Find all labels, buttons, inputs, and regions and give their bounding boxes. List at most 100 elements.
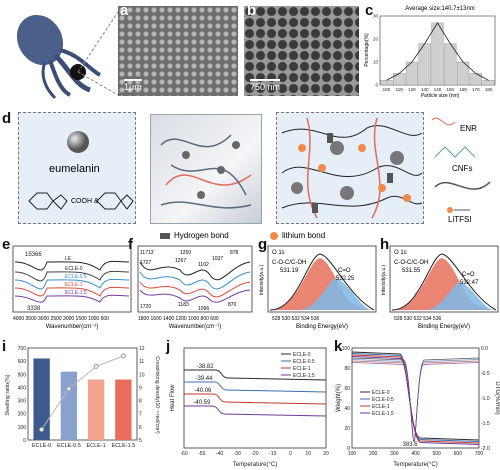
panel-label-k: k	[334, 338, 343, 355]
chart-i-frame	[27, 347, 138, 441]
dsc-chart-j: -38.82 ECLE-0 -39.44 ECLE-0.5 -40.06 ECLE-1 -4…	[170, 347, 329, 468]
xps-chart-h: O 1s C-O-C/C-OH 531.55 C=O 532.47 Intens…	[381, 245, 499, 330]
xtick-k-100: 100	[348, 451, 357, 457]
xtick-c-170: 170	[472, 87, 480, 92]
tg-label-j-2: -40.06	[194, 388, 212, 394]
panel-label-a: a	[120, 2, 129, 19]
litfsi-label: LiTFSI	[448, 215, 472, 224]
series-e-1: ECLE-0	[65, 266, 83, 272]
tg-label-j-0: -38.82	[197, 364, 215, 370]
peak-f-6: 1037	[212, 256, 223, 262]
bar-i-ECLE-0	[33, 358, 50, 440]
ytick-right-i-6: 6	[139, 425, 142, 431]
ytick-right-k--2.0: -2.0	[481, 446, 490, 452]
bar-c-140	[431, 22, 444, 86]
enr-label: ENR	[460, 124, 477, 133]
legend-j-ECLE-1: ECLE-1	[293, 366, 311, 372]
xtick-j--60: -60	[180, 451, 187, 457]
chart-k-frame	[351, 347, 480, 449]
bar-c-110	[393, 73, 406, 86]
peak-f-1: 1727	[140, 260, 151, 266]
bar-c-180	[482, 80, 495, 86]
legend-k-ECLE-1.5: ECLE-1.5	[372, 411, 394, 417]
panel-label-c: c	[365, 2, 374, 19]
legend-k-ECLE-0: ECLE-0	[372, 390, 390, 396]
panel-label-d: d	[2, 110, 12, 127]
ytick-k-60: 60	[344, 386, 350, 392]
series-e-4: ECLE-1.5	[65, 290, 87, 296]
ytick-i-700: 700	[18, 346, 27, 352]
bar-c-100	[380, 80, 393, 86]
ytick-right-k--0.5: -0.5	[481, 371, 490, 377]
ytick-k-100: 100	[342, 346, 351, 352]
ytick-right-k-0.0: 0.0	[481, 346, 488, 352]
xtick-k-400: 400	[411, 451, 420, 457]
dsc-curve-ECLE-0	[184, 369, 327, 381]
crosslink-point-i-3	[120, 353, 126, 359]
xtick-j-10: 10	[305, 451, 311, 457]
series-e-0: LE	[65, 256, 72, 262]
peak1v-g: 531.19	[280, 268, 299, 274]
peak-e-1: 15366	[25, 252, 42, 258]
xtick-j-20: 20	[323, 451, 329, 457]
xps-chart-g: O 1s C-O-C/C-OH 531.19 C=O 532.25 Intens…	[259, 245, 377, 330]
octopus-illustration	[16, 11, 119, 100]
dtg-curve-ECLE-1.5	[351, 362, 480, 443]
xtick-k-200: 200	[369, 451, 378, 457]
chart-c-title: Average size:140.7±13nm	[405, 6, 475, 12]
xtick-i-ECLE-1.5: ECLE-1.5	[111, 443, 135, 449]
eumelanin-box: eumelanin COOH &	[18, 112, 136, 224]
ylabel-i: Swelling ratio(%)	[5, 374, 11, 415]
xlabel-h: Binding Energy(eV)	[418, 324, 470, 330]
peak2-h: C=O	[462, 272, 475, 278]
ytick-right-i-10: 10	[139, 372, 145, 378]
sem-image-a: 1μm	[118, 6, 238, 96]
eumelanin-label: eumelanin	[49, 163, 100, 175]
xtick-j--30: -30	[234, 451, 241, 457]
legend-j-ECLE-0.5: ECLE-0.5	[293, 359, 315, 365]
dsc-curve-ECLE-1	[184, 393, 327, 405]
chart-c-xlabel: Particle size (nm)	[421, 93, 460, 99]
ytick-i-300: 300	[18, 399, 27, 405]
peak-f-2: 1720	[140, 304, 151, 310]
peak1v-h: 531.55	[402, 268, 421, 274]
tag-g: O 1s	[272, 250, 285, 256]
ytick-c-20: 20	[373, 37, 379, 42]
ytick-right-i-5: 5	[139, 438, 142, 444]
ytick-i-600: 600	[18, 359, 27, 365]
panel-label-i: i	[2, 338, 7, 355]
xtick-k-500: 500	[432, 451, 441, 457]
ylabel-right-i: Crosslinking density(10⁻⁴ mol/cm³)	[154, 356, 160, 434]
crosslink-line-i	[41, 355, 124, 430]
series-e-2: ECLE-0.5	[65, 274, 87, 280]
series-e-3: ECLE-1	[65, 282, 83, 288]
xtick-j--50: -50	[198, 451, 205, 457]
ytick-k-40: 40	[344, 406, 350, 412]
xtick-k-700: 700	[475, 451, 484, 457]
lithium-bond-icon	[270, 232, 278, 240]
svg-text:1800 1600 1400 1200 1000 800 6: 1800 1600 1400 1200 1000 800 600	[138, 316, 219, 322]
xlabel-g: Binding Energy(eV)	[296, 324, 348, 330]
peak2v-h: 532.47	[460, 280, 479, 286]
legend-j-ECLE-1.5: ECLE-1.5	[293, 373, 315, 379]
ylabel-right-k: DTG(%/min)	[494, 381, 500, 414]
panel-label-h: h	[380, 236, 390, 253]
crosslink-point-i-0	[39, 426, 45, 432]
svg-text:4000 3500 3000 2500 2000 1500: 4000 3500 3000 2500 2000 1500 1000 500	[13, 316, 109, 322]
peak1-g: C-O-C/C-OH	[272, 260, 306, 266]
crosslink-point-i-2	[93, 363, 99, 369]
xtick-j--10: -10	[269, 451, 276, 457]
hydrogen-bond-label: Hydrogen bond	[174, 231, 229, 240]
bar-i-ECLE-0.5	[60, 371, 78, 440]
hydrogen-bond-icon	[160, 233, 170, 239]
ytick-right-i-9: 9	[139, 385, 142, 391]
ylabel-j: Heat Flow	[170, 384, 176, 412]
ylabel-k: Weight(%)	[336, 384, 342, 412]
ytick-c-0: 0	[375, 83, 378, 88]
peak-f-0: 11713	[140, 250, 154, 256]
annotation-k: 383.6	[403, 442, 419, 448]
ytick-k-20: 20	[344, 426, 350, 432]
hydrogel-block	[150, 114, 262, 224]
ytick-right-i-11: 11	[139, 359, 144, 365]
